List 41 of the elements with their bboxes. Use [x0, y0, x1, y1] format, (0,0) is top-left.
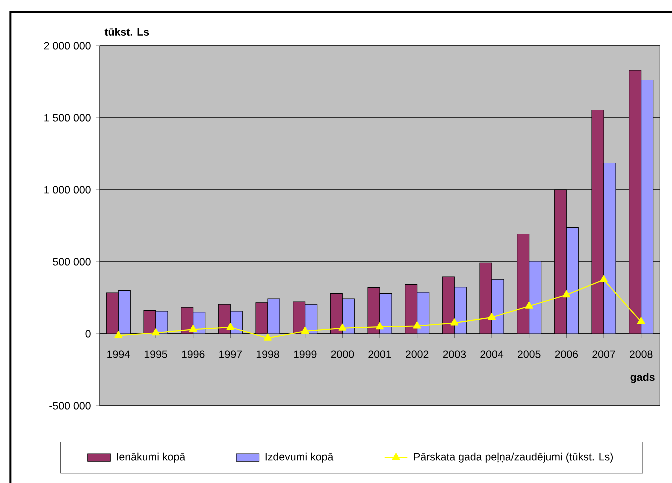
point: [189, 325, 198, 332]
legend-label: Ienākumi kopā: [117, 452, 186, 463]
x-tick-label: 1998: [256, 350, 280, 358]
point: [637, 317, 646, 324]
y-axis-title: tūkst. Ls: [104, 28, 150, 36]
x-tick-label: 2003: [443, 350, 466, 358]
x-tick-label: 1995: [144, 350, 168, 358]
x-tick-label: 2006: [555, 350, 578, 358]
x-axis-title: gads: [630, 373, 655, 384]
x-tick-label: 1999: [294, 350, 317, 358]
point: [226, 322, 235, 330]
point: [338, 324, 347, 331]
x-tick-label: 2001: [368, 350, 392, 358]
x-tick-label: 1996: [182, 350, 205, 358]
point: [413, 322, 422, 329]
y-tick-label: 1 500 000: [44, 114, 91, 122]
y-tick-label: -500 000: [50, 402, 91, 410]
x-tick-label: 1994: [108, 350, 130, 358]
point: [600, 275, 608, 283]
y-tick-label: 1 000 000: [44, 186, 91, 194]
y-tick-label: 0: [86, 330, 91, 338]
legend-label: Izdevumi kopā: [266, 452, 334, 463]
x-tick-label: 1997: [220, 350, 242, 358]
point: [488, 313, 496, 320]
y-tick-label: 2 000 000: [44, 42, 91, 50]
point: [152, 328, 160, 336]
legend-label: Pārskata gada peļņa/zaudējumi (tūkst. Ls): [414, 452, 614, 463]
point: [376, 322, 384, 330]
point: [562, 290, 571, 298]
point: [450, 318, 459, 326]
x-tick-label: 2004: [480, 350, 504, 358]
x-tick-label: 2000: [331, 350, 354, 358]
x-tick-label: 2002: [406, 350, 429, 358]
point: [525, 302, 534, 309]
y-tick-label: 500 000: [53, 258, 91, 266]
point: [264, 334, 272, 341]
point: [114, 331, 123, 338]
x-tick-label: 2007: [592, 350, 616, 358]
x-tick-label: 2008: [630, 350, 653, 358]
point: [301, 326, 310, 334]
x-tick-label: 2005: [518, 350, 541, 358]
